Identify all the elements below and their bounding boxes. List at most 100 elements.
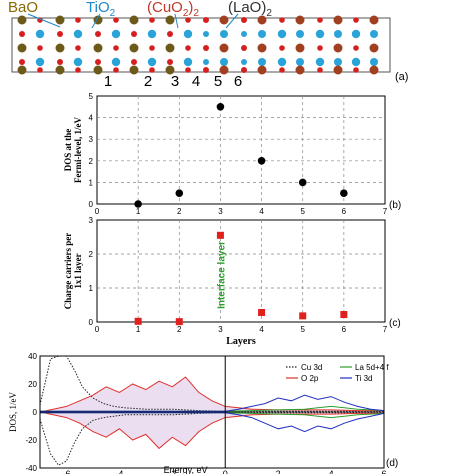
atom bbox=[93, 43, 103, 53]
panel-tag-a: (a) bbox=[395, 71, 408, 83]
series-line bbox=[40, 356, 384, 412]
x-tick-label: 4 bbox=[259, 207, 264, 216]
atom bbox=[370, 30, 378, 38]
atom bbox=[111, 57, 121, 67]
atom bbox=[296, 58, 304, 66]
atom bbox=[369, 15, 379, 25]
atom bbox=[203, 17, 209, 23]
atom bbox=[279, 67, 285, 73]
atom bbox=[167, 31, 173, 37]
arrow-lao bbox=[225, 13, 239, 29]
atom bbox=[57, 31, 63, 37]
y-tick-label: 3 bbox=[89, 216, 94, 225]
plot-frame bbox=[96, 95, 386, 205]
atom bbox=[149, 17, 155, 23]
structure-frame bbox=[11, 17, 391, 73]
plot-frame bbox=[96, 219, 386, 323]
atom bbox=[219, 65, 229, 75]
atom bbox=[131, 59, 137, 65]
atom bbox=[17, 43, 27, 53]
x-tick-label: 7 bbox=[383, 207, 388, 216]
atom bbox=[129, 65, 139, 75]
atom bbox=[147, 29, 157, 39]
legend-label: La 5d+4 f bbox=[355, 363, 389, 372]
atom bbox=[55, 65, 65, 75]
y-tick-label: 5 bbox=[89, 92, 94, 101]
atom bbox=[17, 15, 27, 25]
panel-tag: (d) bbox=[386, 458, 398, 469]
x-tick-label: 3 bbox=[218, 207, 223, 216]
x-tick-label: 2 bbox=[276, 469, 281, 474]
atom bbox=[35, 57, 45, 67]
atom bbox=[333, 43, 343, 53]
y-tick-label: 1 bbox=[89, 178, 94, 187]
layer-number: 6 bbox=[234, 73, 242, 90]
atom bbox=[258, 30, 266, 38]
atom bbox=[183, 57, 193, 67]
panel-tag: (b) bbox=[389, 200, 401, 211]
x-tick-label: 0 bbox=[223, 469, 228, 474]
atom bbox=[93, 65, 103, 75]
y-tick-label: 4 bbox=[89, 114, 94, 123]
y-axis-label: DOS, 1/eV bbox=[8, 392, 18, 432]
x-tick-label: 0 bbox=[95, 207, 100, 216]
data-point bbox=[216, 231, 224, 239]
atom bbox=[317, 67, 323, 73]
x-tick-label: 4 bbox=[329, 469, 334, 474]
atom bbox=[353, 67, 359, 73]
atom bbox=[167, 59, 173, 65]
x-tick-label: 2 bbox=[177, 325, 182, 334]
atom bbox=[55, 43, 65, 53]
x-tick-label: 6 bbox=[342, 325, 347, 334]
legend-label: Ti 3d bbox=[355, 374, 373, 383]
x-tick-label: 5 bbox=[300, 207, 305, 216]
x-tick-label: 4 bbox=[259, 325, 264, 334]
x-tick-label: -4 bbox=[115, 469, 123, 474]
data-point bbox=[175, 318, 183, 326]
atom bbox=[37, 45, 43, 51]
interface-layer-annotation: Interface layer bbox=[216, 241, 227, 309]
atom bbox=[317, 45, 323, 51]
data-point bbox=[134, 200, 142, 208]
x-tick-label: 1 bbox=[136, 325, 141, 334]
atom bbox=[277, 57, 287, 67]
x-tick-label: -6 bbox=[62, 469, 70, 474]
legend-label: Cu 3d bbox=[301, 363, 322, 372]
atom bbox=[73, 57, 83, 67]
y-axis-label: Charge carriers per1x1 layer bbox=[63, 233, 83, 309]
atom bbox=[279, 17, 285, 23]
atom bbox=[241, 17, 247, 23]
atom bbox=[315, 29, 325, 39]
panel-c-charge-carriers: 0 1 2 3 4 5 6 7 0 1 2 3 Charge carriers per1x1 layer… bbox=[63, 216, 401, 347]
atom bbox=[55, 15, 65, 25]
label-cuo2: (CuO2)2 bbox=[147, 0, 199, 19]
atom bbox=[296, 30, 304, 38]
legend-label: O 2p bbox=[301, 374, 319, 383]
atom bbox=[165, 65, 175, 75]
atom bbox=[131, 31, 137, 37]
atom bbox=[185, 17, 191, 23]
y-tick-label: 2 bbox=[89, 250, 94, 259]
atom bbox=[370, 58, 378, 66]
atom bbox=[75, 45, 81, 51]
x-tick-label: 6 bbox=[381, 469, 386, 474]
atom bbox=[241, 31, 247, 37]
atom bbox=[113, 67, 119, 73]
x-tick-label: -2 bbox=[168, 469, 176, 474]
atom bbox=[75, 17, 81, 23]
y-tick-label: 2 bbox=[89, 157, 94, 166]
atom bbox=[334, 30, 342, 38]
atom bbox=[17, 65, 27, 75]
label-lao: (LaO)2 bbox=[228, 0, 272, 19]
atom bbox=[219, 43, 229, 53]
data-point bbox=[257, 157, 266, 165]
x-tick-label: 6 bbox=[342, 207, 347, 216]
dos-plot-area bbox=[40, 356, 384, 466]
label-bao: BaO bbox=[8, 0, 38, 16]
y-tick-label: 0 bbox=[33, 408, 38, 417]
panel-b-dos-fermi: 0 1 2 3 4 5 6 7 0 1 2 3 4 5 DOS at theFermi-level, 1/e… bbox=[63, 92, 401, 216]
atom bbox=[113, 45, 119, 51]
y-tick-label: 0 bbox=[89, 318, 94, 327]
atom bbox=[315, 57, 325, 67]
